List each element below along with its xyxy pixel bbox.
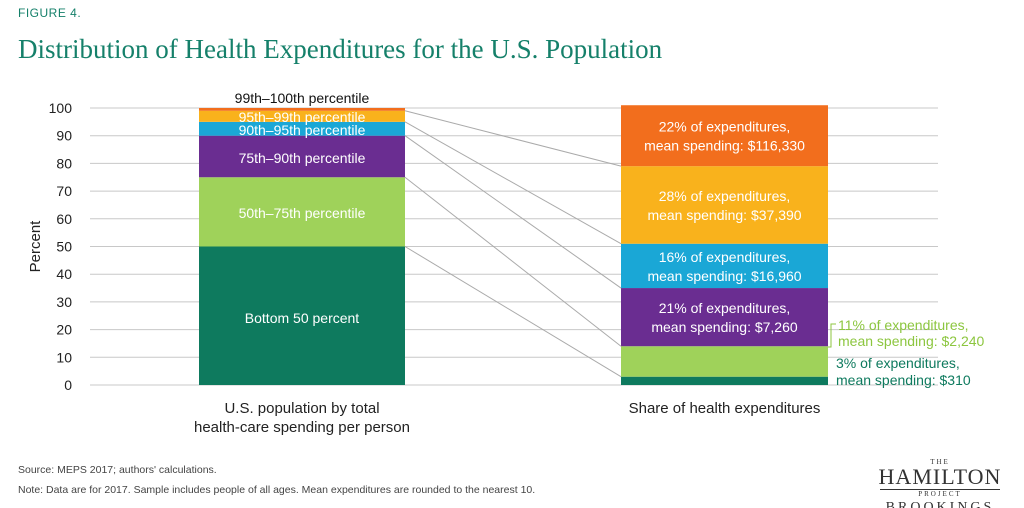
connector-line	[404, 176, 622, 347]
population-segment	[199, 108, 405, 111]
population-segment-label: 75th–90th percentile	[239, 150, 366, 166]
connector-line	[404, 110, 622, 167]
population-segment	[199, 110, 405, 122]
y-tick-label: 80	[56, 155, 72, 171]
y-tick-label: 0	[64, 377, 72, 393]
expenditure-segment	[621, 346, 828, 377]
expenditure-segment	[621, 166, 828, 244]
connector-line	[404, 135, 622, 289]
y-tick-label: 90	[56, 128, 72, 144]
population-segment-label: 95th–99th percentile	[239, 109, 366, 125]
expenditure-segment-label: 22% of expenditures,	[659, 119, 791, 135]
x-category-label: U.S. population by total	[224, 400, 379, 417]
y-tick-label: 10	[56, 349, 72, 365]
expenditure-segment	[621, 105, 828, 167]
figure-label: FIGURE 4.	[18, 6, 82, 20]
expenditure-outside-label: mean spending: $310	[836, 372, 971, 388]
expenditure-outside-label: mean spending: $2,240	[838, 333, 985, 349]
y-tick-label: 30	[56, 294, 72, 310]
data-note: Note: Data are for 2017. Sample includes…	[18, 484, 536, 496]
y-tick-label: 20	[56, 322, 72, 338]
logo-the: THE	[930, 458, 950, 466]
logo-rule	[880, 489, 1000, 490]
logo-org: BROOKINGS	[885, 500, 995, 508]
expenditure-outside-label: 11% of expenditures,	[838, 317, 969, 333]
expenditure-segment-label: 28% of expenditures,	[659, 188, 791, 204]
logo-project: PROJECT	[918, 490, 962, 498]
expenditure-segment-label: mean spending: $7,260	[651, 319, 798, 335]
population-segment-label: 99th–100th percentile	[235, 90, 370, 106]
expenditure-segment	[621, 243, 828, 289]
population-segment	[199, 246, 405, 385]
connector-line	[404, 121, 622, 245]
population-segment	[199, 135, 405, 178]
logo-name: HAMILTON	[878, 464, 1002, 489]
expenditure-segment-label: 21% of expenditures,	[659, 300, 791, 316]
population-segment-label: 50th–75th percentile	[239, 205, 366, 221]
population-segment-label: 90th–95th percentile	[239, 122, 366, 138]
expenditure-outside-label: 3% of expenditures,	[836, 355, 960, 371]
hamilton-project-logo: THE HAMILTON PROJECT BROOKINGS	[870, 458, 1010, 508]
y-tick-label: 70	[56, 183, 72, 199]
population-segment-label: Bottom 50 percent	[245, 310, 360, 326]
y-axis-label: Percent	[27, 220, 44, 273]
x-category-label: health-care spending per person	[194, 419, 410, 436]
stacked-bar-chart: 0 10 20 30 40 50 60 70 80 90 100 Percent Bottom 50 p…	[27, 90, 985, 436]
x-category-label: Share of health expenditures	[629, 400, 821, 417]
connector-line	[404, 246, 622, 378]
source-note: Source: MEPS 2017; authors' calculations…	[18, 464, 217, 476]
expenditure-segment-label: mean spending: $16,960	[647, 268, 801, 284]
expenditure-segment-label: 16% of expenditures,	[659, 249, 791, 265]
y-tick-label: 40	[56, 266, 72, 282]
y-tick-label: 100	[49, 100, 73, 116]
population-segment	[199, 121, 405, 136]
population-segment	[199, 177, 405, 247]
expenditure-segment	[621, 288, 828, 347]
y-tick-label: 50	[56, 239, 72, 255]
y-tick-label: 60	[56, 211, 72, 227]
chart-title: Distribution of Health Expenditures for …	[18, 34, 663, 64]
expenditure-segment-label: mean spending: $37,390	[647, 207, 801, 223]
expenditure-segment	[621, 376, 828, 385]
callout-bracket	[828, 323, 836, 348]
expenditure-segment-label: mean spending: $116,330	[644, 138, 805, 154]
